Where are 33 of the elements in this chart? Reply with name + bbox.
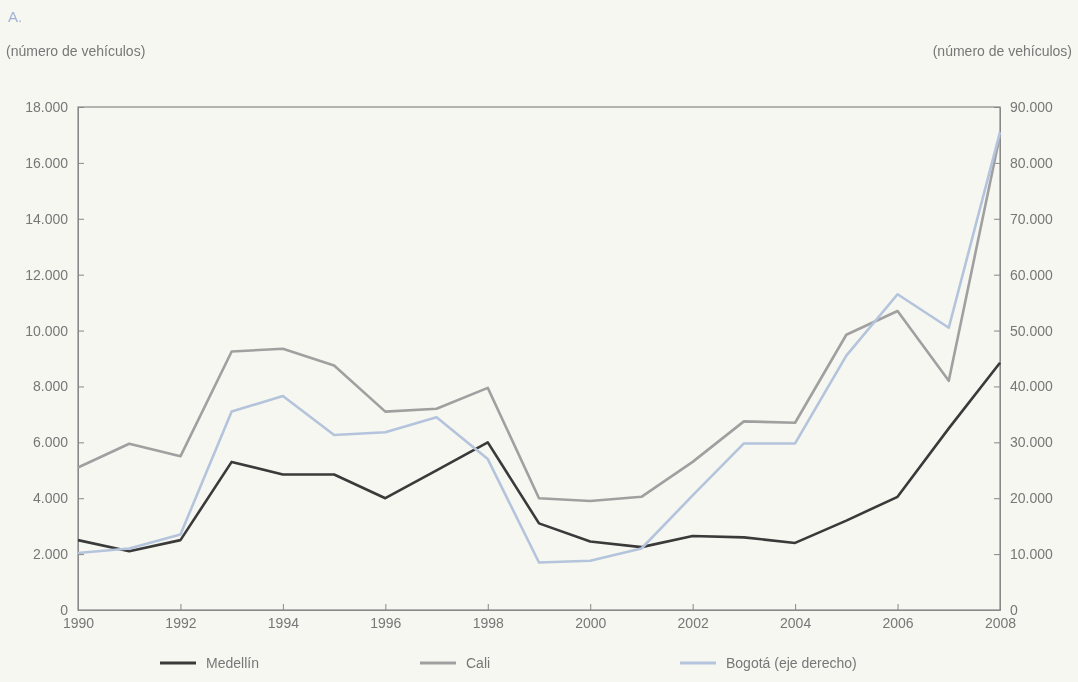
x-tick-label: 2004	[780, 614, 812, 631]
y2-tick-label: 80.000	[1010, 154, 1054, 171]
y2-axis-title: (número de vehículos)	[932, 43, 1072, 59]
x-tick-label: 1996	[370, 614, 402, 631]
y-tick-label: 10.000	[25, 322, 69, 339]
y2-tick-label: 90.000	[1010, 98, 1054, 115]
y-tick-label: 12.000	[25, 266, 69, 283]
y-tick-label: 4.000	[32, 490, 69, 507]
legend-label: Bogotá (eje derecho)	[726, 655, 857, 671]
y2-tick-label: 40.000	[1010, 378, 1054, 395]
line-series	[76, 361, 1002, 553]
x-tick-label: 2006	[882, 614, 914, 631]
y-tick-label: 8.000	[32, 378, 69, 395]
y-tick-label: 16.000	[25, 154, 69, 171]
y2-tick-label: 10.000	[1010, 546, 1054, 563]
y2-tick-label: 30.000	[1010, 434, 1054, 451]
x-tick-label: 1998	[472, 614, 505, 631]
y2-tick-label: 20.000	[1010, 490, 1054, 507]
y2-tick-label: 50.000	[1010, 322, 1054, 339]
y-tick-label: 18.000	[25, 98, 69, 115]
legend-label: Cali	[466, 655, 491, 671]
y2-tick-label: 70.000	[1010, 210, 1054, 227]
y-axis-title: (número de vehículos)	[6, 43, 146, 59]
x-tick-label: 2002	[677, 614, 709, 631]
legend-label: Medellín	[206, 655, 259, 671]
y-tick-label: 6.000	[32, 434, 69, 451]
y-tick-label: 2.000	[32, 546, 69, 563]
x-tick-label: 1992	[165, 614, 197, 631]
chart-title: A.	[8, 8, 23, 25]
y2-tick-label: 60.000	[1010, 266, 1054, 283]
x-tick-label: 1994	[267, 614, 300, 631]
x-tick-label: 2000	[575, 614, 607, 631]
y-tick-label: 14.000	[25, 210, 69, 227]
